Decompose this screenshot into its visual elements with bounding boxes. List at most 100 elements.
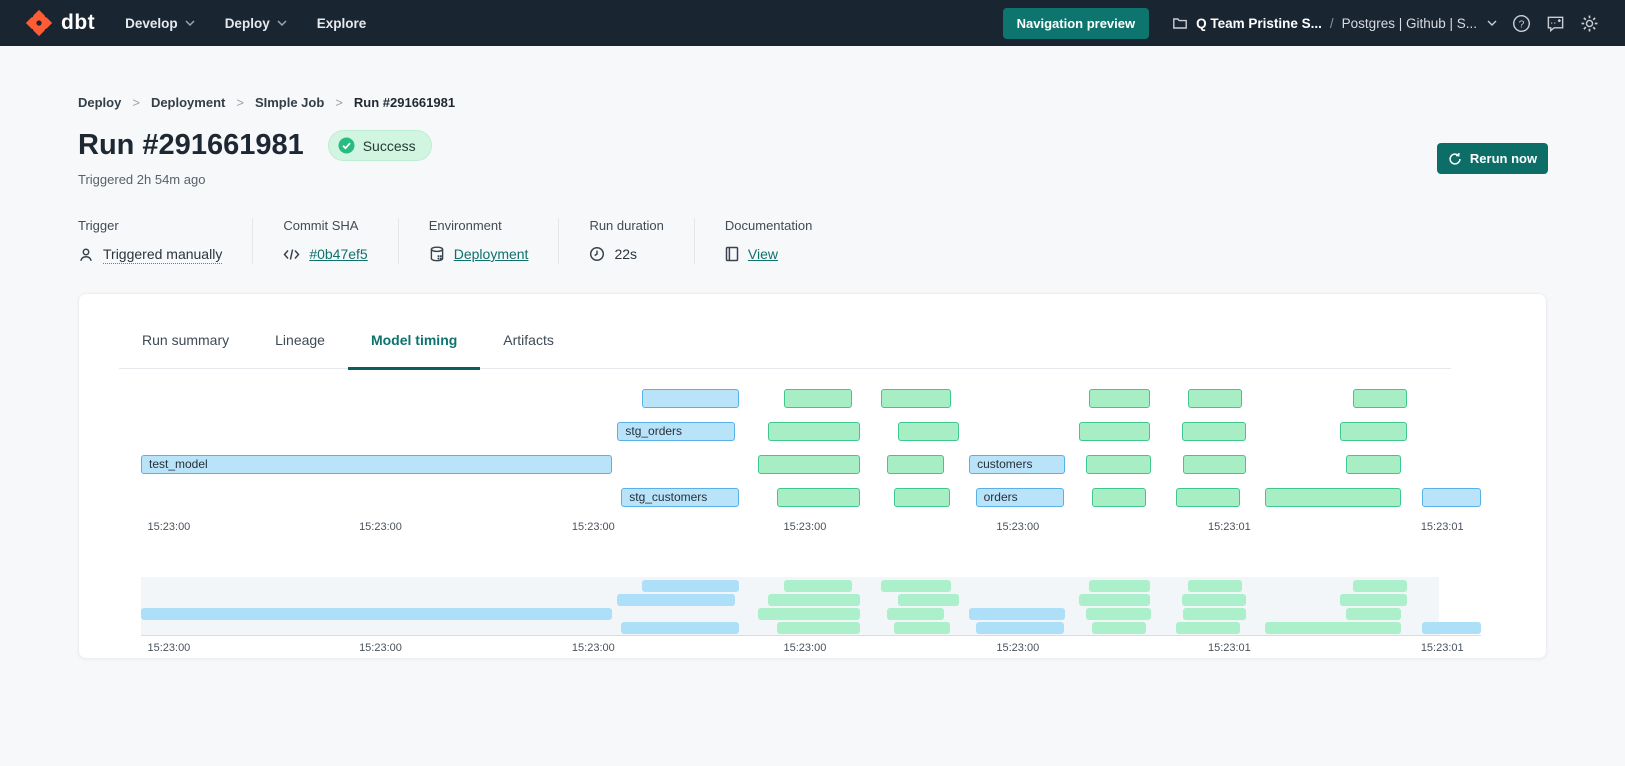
rerun-now-label: Rerun now [1469,151,1538,166]
nav-item-deploy[interactable]: Deploy [225,16,287,31]
overview-bar [975,622,1064,634]
meta-value[interactable]: Deployment [453,246,529,262]
folder-icon [1172,15,1188,31]
overview-bar [777,622,861,634]
help-icon[interactable]: ? [1512,14,1531,33]
gantt-bar[interactable] [783,389,853,408]
meta-value[interactable]: #0b47ef5 [309,246,368,262]
overview-bar [1353,580,1407,592]
overview-bar [1088,580,1150,592]
gantt-bar[interactable] [1188,389,1242,408]
meta-label: Environment [428,218,502,233]
breadcrumb-item[interactable]: SImple Job [254,95,325,110]
meta-value[interactable]: View [747,246,778,262]
meta-label: Trigger [78,218,119,233]
gantt-bar[interactable] [887,455,945,474]
nav-item-label: Develop [125,15,178,31]
dbt-logo-icon [24,8,54,38]
axis-tick-label: 15:23:00 [571,521,615,533]
account-path-separator: / [1329,15,1334,31]
overview-bar [1265,622,1402,634]
tab-model-timing[interactable]: Model timing [347,332,481,370]
gantt-overview-axis: 15:23:00 15:23:00 15:23:00 15:23:00 15:23:00… [141,642,1491,656]
overview-bar [141,608,613,620]
nav-item-explore[interactable]: Explore [317,16,367,31]
nav-item-develop[interactable]: Develop [125,16,195,31]
meta-run-duration: Run duration 22s [558,218,693,264]
gantt-bar[interactable] [1265,488,1402,507]
feedback-icon[interactable] [1546,14,1565,33]
gantt-bar[interactable] [777,488,861,507]
gantt-bar-orders[interactable]: orders [975,488,1064,507]
gantt-bar[interactable] [1092,488,1146,507]
gantt-overview-brush[interactable] [141,577,1481,635]
gantt-bar[interactable] [1079,422,1150,441]
gantt-bar-stg_customers[interactable]: stg_customers [621,488,740,507]
dbt-logo[interactable]: dbt [24,8,95,38]
breadcrumb-separator: > [132,95,140,110]
settings-gear-icon[interactable] [1580,14,1599,33]
gantt-bar[interactable] [1088,389,1150,408]
gantt-bar[interactable] [1175,488,1241,507]
gantt-bar[interactable] [1181,422,1246,441]
gantt-bar[interactable] [897,422,959,441]
overview-bar [621,622,740,634]
gantt-bar-test_model[interactable]: test_model [141,455,613,474]
overview-bar [1188,580,1242,592]
status-badge: Success [327,130,432,161]
overview-bar [1345,608,1402,620]
database-icon [429,246,445,262]
gantt-bar[interactable] [1345,455,1402,474]
axis-tick-label: 15:23:00 [359,642,402,654]
meta-label: Commit SHA [283,218,359,233]
meta-trigger: Trigger Triggered manually [78,218,252,264]
breadcrumb-item[interactable]: Deploy [78,95,122,110]
breadcrumb: Deploy > Deployment > SImple Job > Run #291661… [78,95,455,110]
breadcrumb-item[interactable]: Deployment [150,95,226,110]
model-timing-chart: stg_orders test_model customers stg_custome… [141,381,1481,656]
tab-bar: Run summary Lineage Model timing Artifacts [119,294,1451,370]
axis-tick-label: 15:23:01 [1207,521,1251,533]
overview-bar [1175,622,1241,634]
tab-run-summary[interactable]: Run summary [142,332,230,348]
overview-bar [642,580,740,592]
tab-artifacts[interactable]: Artifacts [503,332,554,348]
triggered-timestamp: Triggered 2h 54m ago [78,172,206,187]
breadcrumb-separator: > [236,95,244,110]
rerun-now-button[interactable]: Rerun now [1437,143,1548,174]
gantt-bar[interactable] [1183,455,1246,474]
gantt-bar[interactable] [1422,488,1481,507]
gantt-bar[interactable] [1340,422,1407,441]
axis-tick-label: 15:23:01 [1420,642,1464,654]
axis-tick-label: 15:23:00 [783,521,827,533]
gantt-bar[interactable] [1085,455,1151,474]
nav-item-label: Explore [316,15,367,31]
overview-bar [893,622,950,634]
overview-bar [897,594,959,606]
axis-tick-label: 15:23:00 [359,521,402,533]
overview-bar [783,580,853,592]
gantt-bar[interactable] [767,422,861,441]
account-project-switcher[interactable]: Q Team Pristine S... / Postgres | Github… [1170,15,1497,31]
tab-lineage[interactable]: Lineage [275,332,325,348]
gantt-bar[interactable] [1353,389,1407,408]
person-icon [78,247,94,263]
overview-bar [1079,594,1150,606]
gantt-bar[interactable] [642,389,740,408]
gantt-bar[interactable] [893,488,950,507]
overview-bar [880,580,951,592]
gantt-bar-customers[interactable]: customers [969,455,1066,474]
overview-bar [1340,594,1407,606]
overview-bar [1092,622,1146,634]
overview-bar [767,594,861,606]
overview-bar [1181,594,1246,606]
gantt-bar[interactable] [757,455,861,474]
gantt-bar-stg_orders[interactable]: stg_orders [617,422,736,441]
nav-item-label: Deploy [224,15,270,31]
gantt-bar[interactable] [880,389,951,408]
overview-bar [1422,622,1481,634]
breadcrumb-item: Run #291661981 [353,95,456,110]
meta-value: Triggered manually [103,246,223,264]
navigation-preview-button[interactable]: Navigation preview [1002,7,1150,39]
document-icon [725,246,739,262]
